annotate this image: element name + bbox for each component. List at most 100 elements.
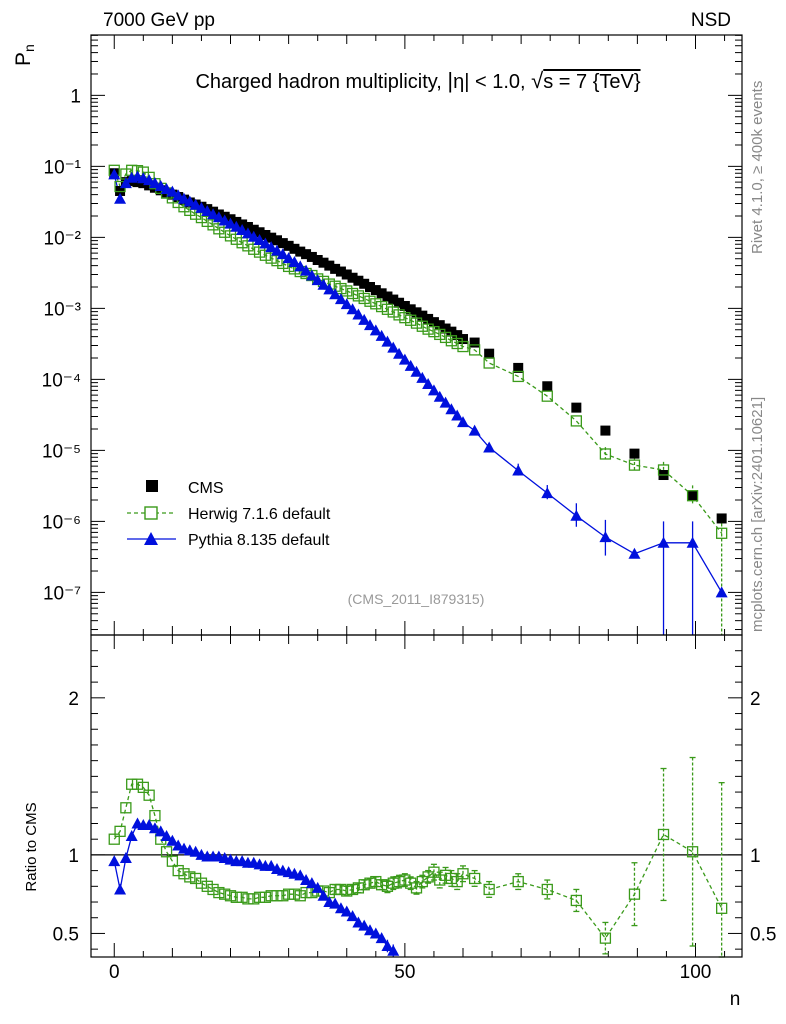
herwig-ratio-point: [439, 869, 452, 881]
herwig-ratio-point: [213, 886, 225, 899]
cms-point: [423, 313, 434, 324]
herwig-point: [213, 223, 225, 235]
herwig-ratio-point: [120, 802, 132, 814]
cms-point: [434, 320, 445, 331]
herwig-point: [451, 337, 463, 350]
pythia-point: [599, 531, 612, 543]
herwig-point: [364, 295, 376, 307]
herwig-ratio-point: [294, 890, 306, 902]
pythia-point: [201, 205, 214, 217]
herwig-ratio-point: [195, 877, 208, 889]
pythia-point: [570, 509, 583, 521]
pythia-point: [346, 303, 359, 315]
pythia-ratio-point: [375, 932, 388, 944]
y-tick-label-ratio: 2: [68, 689, 79, 710]
pythia-ratio-point: [352, 916, 365, 928]
cms-point: [388, 294, 399, 305]
herwig-point: [387, 306, 399, 318]
pythia-ratio-point: [172, 839, 185, 851]
pythia-point: [230, 220, 243, 232]
herwig-ratio-point: [657, 828, 670, 841]
herwig-point: [381, 303, 394, 315]
herwig-point: [341, 285, 353, 297]
cms-point: [376, 288, 387, 299]
y-tick-label-main: 10⁻⁷: [43, 583, 81, 604]
cms-point: [144, 180, 155, 191]
pythia-point: [282, 252, 295, 264]
herwig-ratio-point: [599, 932, 612, 944]
herwig-point: [399, 312, 411, 324]
y-tick-label-ratio: 0.5: [53, 924, 79, 945]
legend-pythia-label: Pythia 8.135 default: [188, 532, 330, 549]
herwig-point: [483, 357, 495, 369]
herwig-ratio-point: [166, 855, 179, 867]
cms-point: [452, 330, 463, 341]
herwig-ratio-point: [224, 890, 237, 902]
herwig-ratio-point: [253, 891, 266, 903]
legend-cms-marker: [146, 480, 158, 492]
herwig-ratio-point: [483, 883, 495, 896]
herwig-ratio-point: [149, 809, 161, 822]
herwig-ratio-point: [259, 891, 272, 903]
herwig-ratio-point: [352, 882, 365, 894]
pythia-point: [241, 227, 254, 239]
herwig-ratio-point: [381, 880, 394, 892]
cms-point: [347, 272, 358, 283]
pythia-point: [387, 341, 400, 353]
pythia-ratio-point: [166, 834, 179, 846]
herwig-ratio-point: [457, 868, 469, 880]
herwig-point: [434, 328, 446, 341]
pythia-point: [381, 335, 394, 347]
herwig-ratio-point: [108, 833, 120, 845]
pythia-ratio-point: [311, 881, 324, 893]
herwig-ratio-point: [184, 871, 196, 883]
pythia-ratio-point: [364, 924, 376, 936]
legend-pythia-marker: [144, 532, 158, 545]
pythia-point: [247, 230, 260, 242]
cms-point: [312, 255, 323, 266]
pythia-point: [410, 365, 423, 377]
pythia-point: [300, 264, 313, 276]
herwig-ratio-point: [160, 846, 173, 858]
pythia-point: [195, 201, 208, 213]
cms-point: [272, 235, 282, 246]
pythia-ratio-point: [387, 944, 400, 956]
herwig-point: [410, 317, 423, 329]
pythia-point: [183, 195, 196, 207]
cms-point: [382, 291, 393, 302]
title-sqrt: √: [531, 68, 544, 93]
herwig-ratio-point: [364, 877, 376, 889]
pythia-point: [358, 313, 371, 325]
pythia-point: [236, 223, 249, 235]
herwig-point: [416, 320, 428, 332]
herwig-ratio-point: [399, 874, 411, 886]
pythia-ratio-point: [334, 902, 347, 914]
pythia-ratio-point: [125, 830, 138, 842]
herwig-ratio-point: [512, 875, 524, 888]
plot-layer: 10⁻⁷ 10⁻⁶ 10⁻⁵ 10⁻⁴ 10⁻³ 10⁻² 10⁻¹ 1 0 50 100 0.5 0.…: [42, 34, 776, 983]
herwig-point: [236, 237, 248, 249]
title-part-1: Charged hadron multiplicity,: [195, 71, 447, 93]
pythia-point: [375, 329, 388, 341]
herwig-point: [686, 490, 699, 502]
cms-point: [353, 275, 364, 286]
herwig-point: [393, 309, 405, 321]
cms-point: [687, 490, 698, 501]
herwig-ratio-point: [126, 778, 138, 790]
herwig-ratio-point: [265, 890, 277, 902]
herwig-point: [352, 290, 365, 302]
cms-point: [295, 246, 306, 257]
herwig-ratio-point: [242, 893, 254, 905]
herwig-ratio-point: [358, 879, 370, 891]
herwig-ratio-point: [370, 875, 382, 888]
cms-point: [330, 263, 341, 274]
header-right: NSD: [691, 10, 731, 31]
y-tick-label-main: 10⁻³: [44, 299, 82, 320]
pythia-ratio-point: [265, 859, 278, 871]
pythia-point: [393, 347, 406, 359]
cms-point: [359, 278, 370, 289]
herwig-point: [599, 448, 612, 460]
pythia-point: [294, 260, 307, 272]
herwig-point: [253, 246, 266, 258]
pythia-point: [686, 536, 699, 548]
